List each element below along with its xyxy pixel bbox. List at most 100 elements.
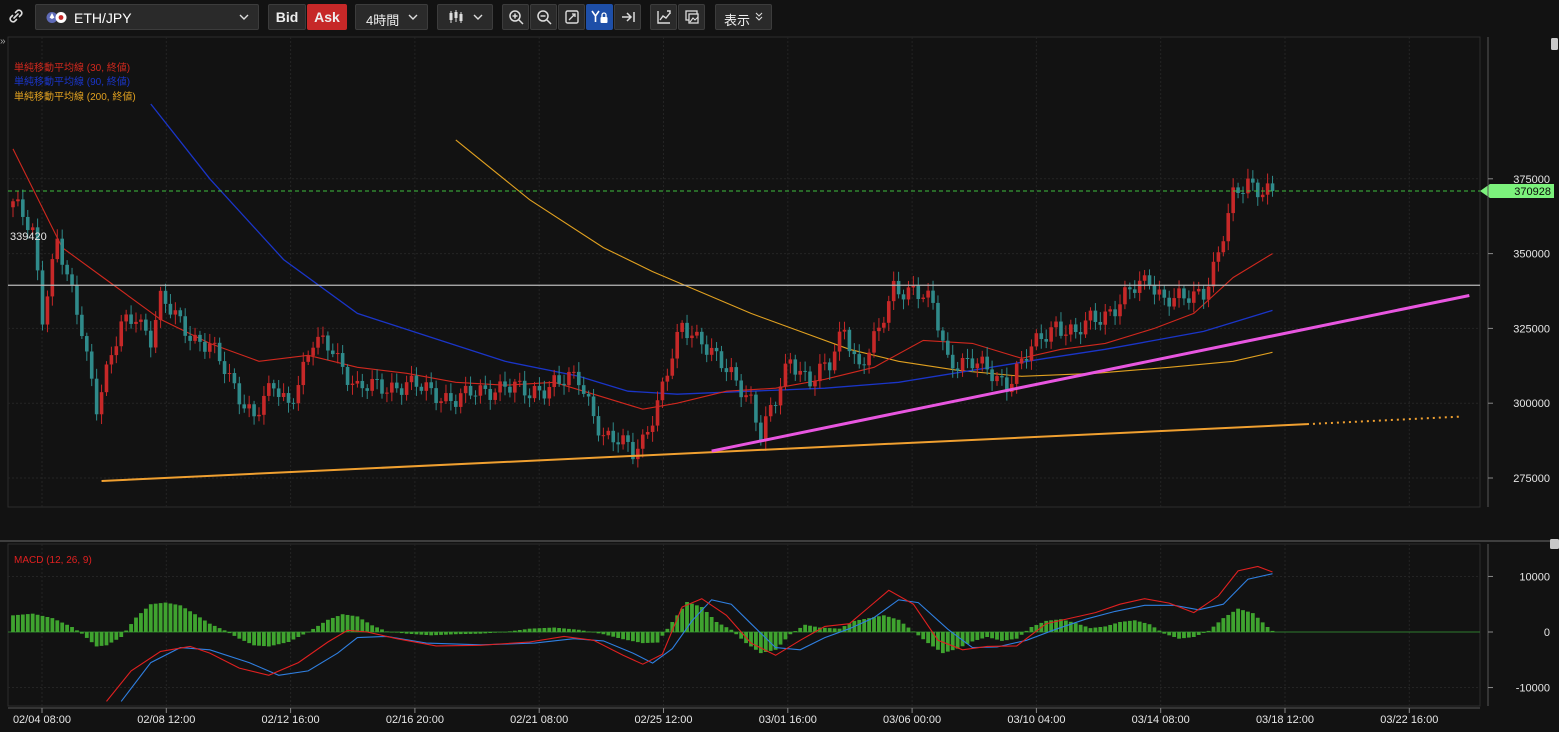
display-menu-button[interactable]: 表示 (715, 4, 772, 30)
macd-histogram-bar (1260, 622, 1265, 632)
candle (1270, 175, 1275, 197)
candle (1103, 303, 1108, 335)
macd-histogram-bar (453, 632, 458, 635)
macd-histogram-bar (827, 628, 832, 632)
candle-body (700, 331, 704, 345)
macd-histogram-bar (1255, 617, 1260, 632)
timeframe-select[interactable]: 4時間 (355, 4, 428, 30)
candle-body (217, 342, 222, 362)
candle (158, 286, 163, 328)
candle-body (429, 382, 433, 389)
indicator-button[interactable] (650, 4, 677, 30)
candle (271, 379, 276, 397)
candle (65, 260, 69, 282)
candle (276, 380, 281, 406)
candle-body (709, 347, 714, 355)
candle-body (1059, 321, 1063, 336)
candle-body (80, 314, 84, 337)
macd-pane-handle[interactable] (1550, 539, 1559, 549)
candle (119, 314, 124, 352)
candle (311, 341, 315, 366)
candlestick-icon (448, 10, 464, 24)
candle-body (1054, 321, 1058, 328)
macd-histogram-bar (345, 614, 350, 632)
candle-body (670, 358, 675, 376)
candle-body (955, 368, 960, 371)
candle-body (827, 362, 832, 371)
candle (1108, 305, 1112, 316)
macd-histogram-bar (1073, 623, 1078, 632)
candle (458, 388, 463, 414)
macd-histogram-bar (931, 632, 935, 647)
macd-histogram-bar (385, 631, 389, 632)
macd-histogram-bar (1054, 619, 1058, 632)
candle (483, 375, 488, 395)
y-axis-lock-button[interactable] (586, 4, 613, 30)
collapse-legend-button[interactable]: » (0, 36, 6, 47)
candle (601, 427, 606, 446)
candle-body (980, 356, 985, 364)
zoom-in-button[interactable] (502, 4, 529, 30)
candle (286, 386, 291, 413)
candle-body (665, 375, 670, 382)
candle (1073, 317, 1078, 339)
candle-body (640, 434, 645, 449)
candle-body (675, 331, 679, 359)
main-pane-handle[interactable] (1551, 38, 1558, 50)
candle-body (606, 430, 611, 436)
screenshot-button[interactable] (678, 4, 705, 30)
chevron-down-icon (238, 9, 250, 25)
macd-histogram-bar (1113, 623, 1117, 632)
macd-histogram-bar (1236, 608, 1240, 632)
candle-body (508, 386, 512, 393)
candle-body (1162, 289, 1167, 298)
candle (50, 253, 55, 306)
candle-body (1157, 289, 1162, 295)
macd-histogram-bar (227, 632, 232, 634)
macd-histogram-bar (891, 618, 896, 632)
zoom-out-button[interactable] (530, 4, 557, 30)
candle-body (513, 381, 517, 393)
candle (35, 218, 40, 281)
symbol-select[interactable]: ETH/JPY (35, 4, 259, 30)
candle-body (552, 375, 556, 388)
macd-histogram-bar (178, 605, 183, 632)
candle (1167, 290, 1171, 316)
candle-body (970, 358, 975, 369)
ask-button[interactable]: Ask (307, 4, 347, 30)
candle (724, 358, 729, 382)
candle (40, 260, 45, 331)
display-label: 表示 (724, 13, 751, 28)
price-lines-layer[interactable]: 370928 (8, 183, 1554, 286)
macd-histogram-bar (694, 605, 699, 632)
fit-screen-button[interactable] (558, 4, 585, 30)
macd-histogram-bar (562, 628, 566, 632)
link-icon[interactable] (6, 6, 26, 31)
candle (695, 324, 699, 339)
candle-body (842, 329, 847, 332)
macd-histogram-bar (296, 632, 301, 637)
macd-histogram-bar (788, 632, 793, 635)
bid-button[interactable]: Bid (268, 4, 306, 30)
candle-body (729, 367, 734, 373)
candle (1236, 182, 1240, 199)
macd-histogram-bar (424, 632, 429, 635)
macd-histogram-bar (99, 632, 104, 646)
candle (193, 327, 197, 344)
candle-body (1103, 311, 1108, 325)
candle-body (1014, 363, 1019, 384)
chart-canvas[interactable]: 370928 375000 350000 325000 300000 275000 100… (0, 34, 1559, 732)
chart-type-select[interactable] (437, 4, 493, 30)
candle-body (281, 393, 286, 398)
jump-to-latest-button[interactable] (614, 4, 641, 30)
candle (773, 401, 778, 414)
candle-body (331, 350, 335, 355)
trendlines-layer[interactable] (101, 294, 1470, 482)
signal-line (120, 573, 1273, 702)
chart-handles[interactable] (1550, 38, 1559, 549)
macd-histogram-bar (768, 632, 773, 651)
macd-histogram-bar (965, 632, 970, 644)
candle-body (276, 388, 281, 398)
macd-histogram-bar (808, 625, 812, 632)
candle (882, 316, 886, 333)
